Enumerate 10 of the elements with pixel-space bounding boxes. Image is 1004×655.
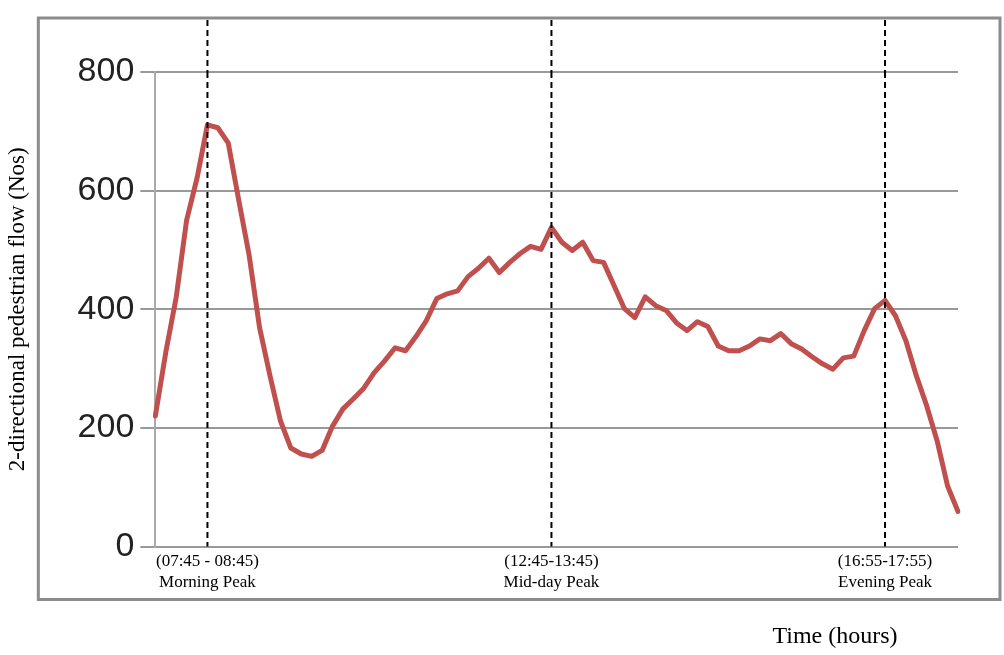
x-tick-label: (12:45-13:45) Mid-day Peak <box>503 550 600 591</box>
y-tick-label: 800 <box>77 50 135 89</box>
x-tick-label: (07:45 - 08:45) Morning Peak <box>155 550 259 591</box>
x-axis-title: Time (hours) <box>772 622 898 649</box>
x-tick-label: (16:55-17:55) Evening Peak <box>837 550 933 591</box>
y-tick-label: 200 <box>77 406 135 445</box>
y-tick-label: 400 <box>77 287 135 326</box>
y-axis-title: 2-directional pedestrian flow (Nos) <box>3 147 29 472</box>
y-tick-label: 0 <box>115 524 135 563</box>
y-tick-label: 600 <box>77 169 135 207</box>
